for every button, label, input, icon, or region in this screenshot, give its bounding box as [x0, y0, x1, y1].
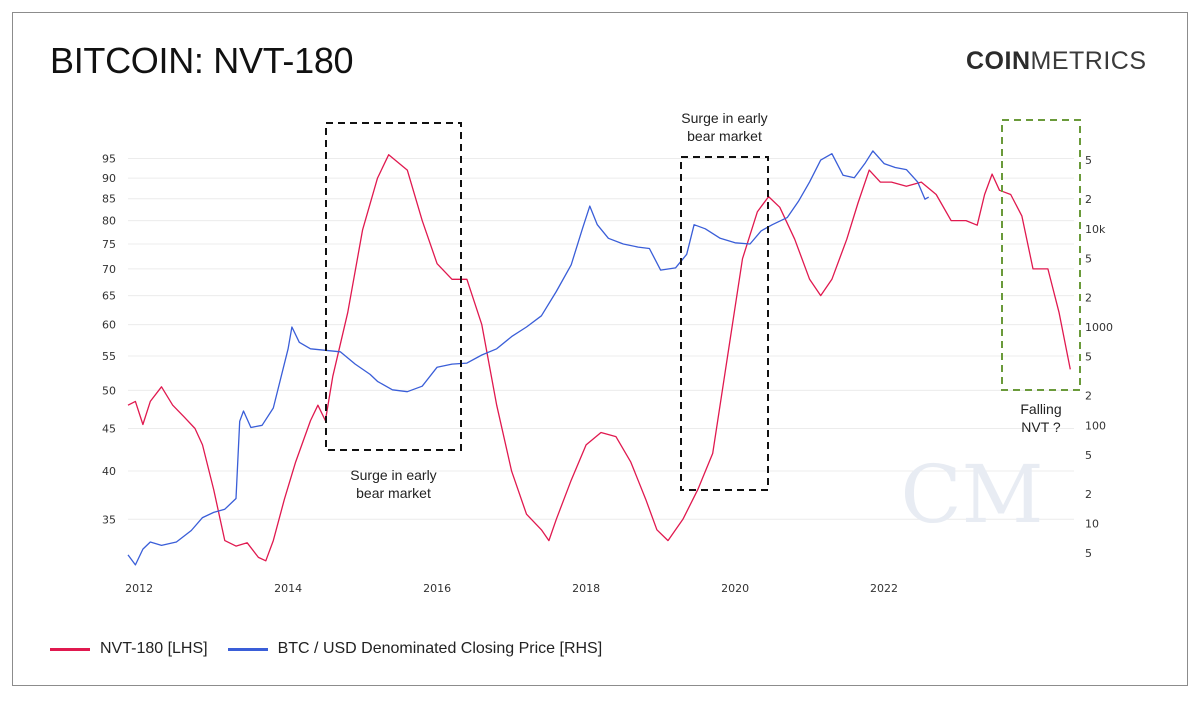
left-tick-label: 35 — [102, 513, 116, 526]
right-tick-label: 2 — [1085, 488, 1092, 501]
legend-swatch-nvt — [50, 647, 90, 651]
x-tick-label: 2020 — [721, 582, 749, 595]
right-tick-label: 5 — [1085, 547, 1092, 560]
right-tick-label: 2 — [1085, 193, 1092, 206]
annotation-label: Surge in early — [350, 467, 436, 483]
right-tick-label: 2 — [1085, 390, 1092, 403]
series-lines — [127, 150, 1071, 566]
x-tick-label: 2022 — [870, 582, 898, 595]
left-tick-label: 65 — [102, 290, 116, 303]
right-axis: 5 10 2 5 100 2 5 1000 2 5 10k 2 5 — [1085, 154, 1113, 560]
chart-title: BITCOIN: NVT-180 — [50, 40, 354, 81]
left-tick-label: 45 — [102, 423, 116, 436]
watermark: CM — [900, 448, 1043, 541]
x-tick-label: 2012 — [125, 582, 153, 595]
x-tick-label: 2018 — [572, 582, 600, 595]
x-tick-label: 2016 — [423, 582, 451, 595]
left-tick-label: 95 — [102, 153, 116, 166]
annotation-label: bear market — [687, 128, 762, 144]
left-tick-label: 60 — [102, 319, 116, 332]
right-tick-label: 5 — [1085, 252, 1092, 265]
annotation-label: Falling — [1020, 401, 1061, 417]
annotation-box — [1001, 119, 1081, 391]
left-tick-label: 70 — [102, 263, 116, 276]
nvt-series-line — [127, 154, 1071, 562]
legend-label-nvt: NVT-180 [LHS] — [100, 640, 208, 657]
legend-swatch-price — [227, 647, 268, 651]
right-tick-label: 10k — [1085, 223, 1106, 236]
legend-label-price: BTC / USD Denominated Closing Price [RHS… — [277, 640, 603, 657]
left-tick-label: 55 — [102, 350, 116, 363]
x-tick-label: 2014 — [274, 582, 302, 595]
watermark-text: CM — [900, 448, 1043, 541]
brand-logo-bold: COIN — [966, 47, 1031, 75]
left-axis: 35 40 45 50 55 60 65 70 75 80 85 90 95 — [102, 153, 116, 527]
right-tick-label: 5 — [1085, 351, 1092, 364]
legend-item-price[interactable]: BTC / USD Denominated Closing Price [RHS… — [227, 640, 603, 658]
right-tick-label: 100 — [1085, 419, 1106, 432]
brand-logo-light: METRICS — [1030, 47, 1147, 75]
annotation-boxes: Surge in early bear market Surge in early b… — [325, 110, 1081, 501]
left-tick-label: 80 — [102, 215, 116, 228]
annotation-box — [325, 122, 462, 451]
left-tick-label: 85 — [102, 193, 116, 206]
chart-frame — [12, 12, 1188, 686]
legend-item-nvt[interactable]: NVT-180 [LHS] — [50, 640, 208, 658]
annotation-label: NVT ? — [1021, 419, 1061, 435]
annotation-box — [680, 156, 769, 491]
legend: NVT-180 [LHS] BTC / USD Denominated Clos… — [50, 640, 622, 658]
price-series-line — [127, 150, 930, 566]
left-tick-label: 50 — [102, 384, 116, 397]
right-tick-label: 10 — [1085, 518, 1099, 531]
right-tick-label: 2 — [1085, 291, 1092, 304]
x-axis: 2012 2014 2016 2018 2020 2022 — [125, 582, 898, 595]
brand-logo: COINMETRICS — [966, 47, 1147, 76]
left-tick-label: 75 — [102, 238, 116, 251]
right-tick-label: 1000 — [1085, 321, 1113, 334]
left-tick-label: 40 — [102, 465, 116, 478]
annotation-label: bear market — [356, 485, 431, 501]
right-tick-label: 5 — [1085, 449, 1092, 462]
right-tick-label: 5 — [1085, 154, 1092, 167]
left-tick-label: 90 — [102, 172, 116, 185]
annotation-label: Surge in early — [681, 110, 767, 126]
